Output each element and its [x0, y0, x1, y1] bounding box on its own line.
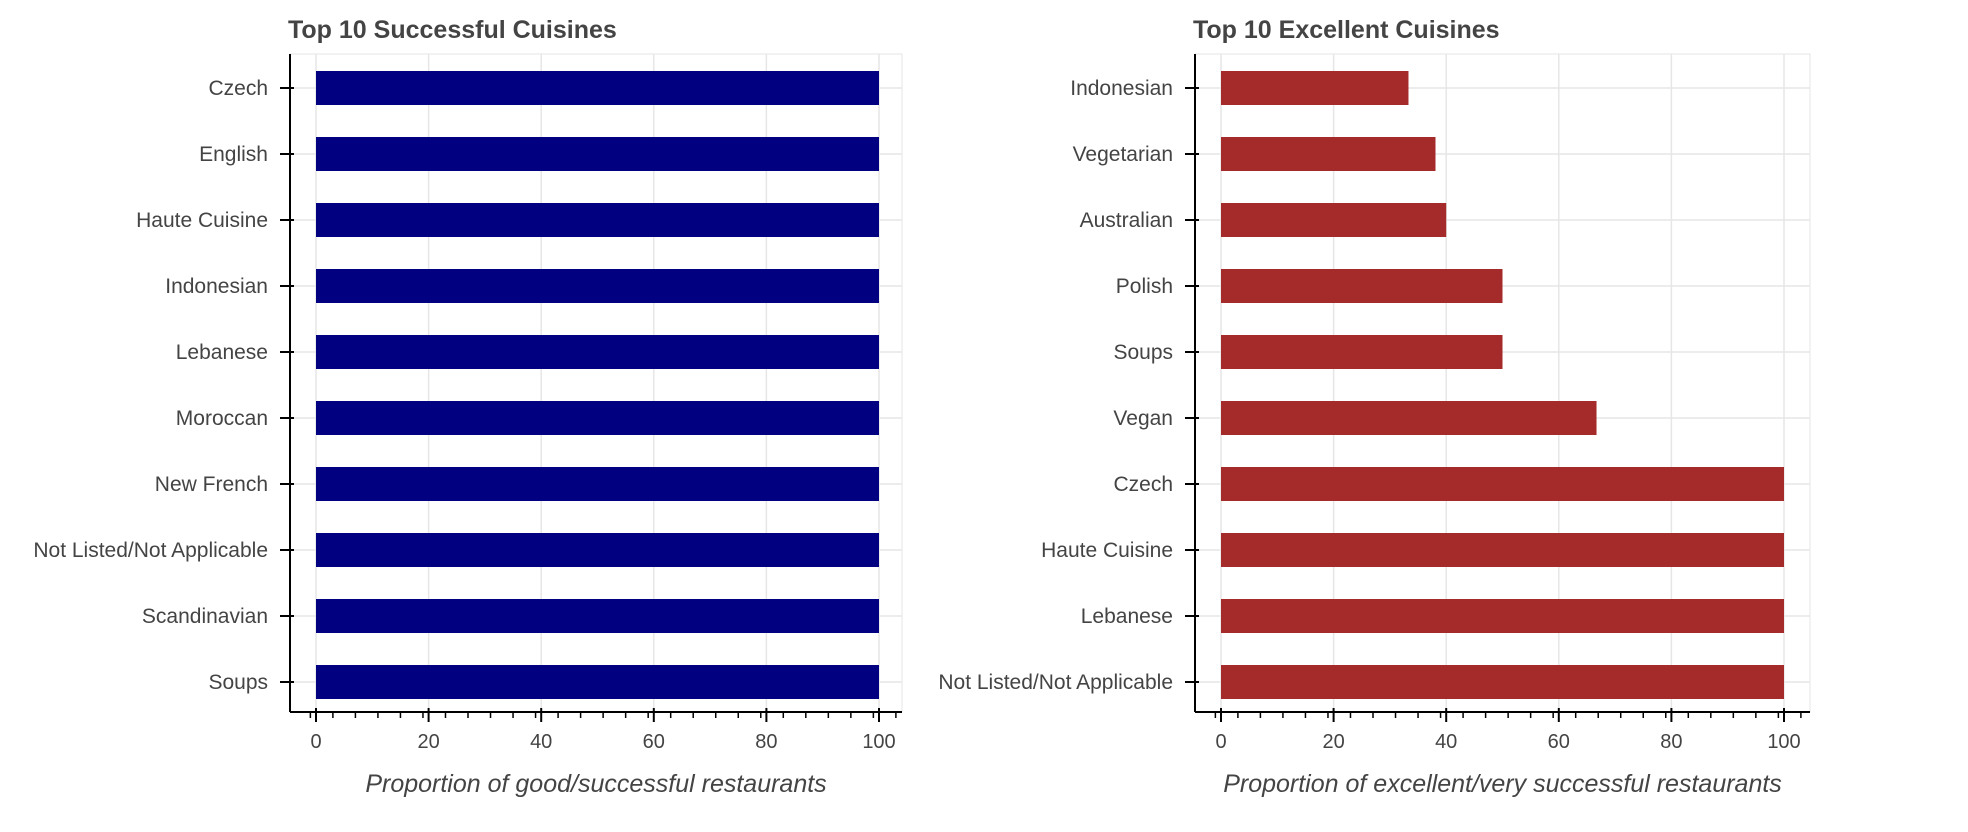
y-tick-label: Polish [1116, 275, 1173, 298]
bar [316, 269, 879, 303]
bar [1221, 203, 1447, 237]
x-tick-label: 60 [1548, 731, 1570, 753]
bar [1221, 401, 1597, 435]
chart-title: Top 10 Successful Cuisines [288, 16, 617, 44]
bar [1221, 533, 1784, 567]
y-tick-label: Moroccan [176, 407, 268, 430]
chart-title: Top 10 Excellent Cuisines [1193, 16, 1500, 44]
bar [1221, 335, 1503, 369]
x-tick-label: 80 [755, 731, 777, 753]
y-tick-label: Indonesian [1070, 77, 1173, 100]
y-tick-label: English [199, 143, 268, 166]
y-tick-label: Vegan [1113, 407, 1173, 430]
y-tick-label: New French [155, 473, 268, 496]
bar [1221, 137, 1436, 171]
x-tick-label: 60 [643, 731, 665, 753]
y-tick-label: Lebanese [176, 341, 268, 364]
bar [316, 599, 879, 633]
y-tick-label: Haute Cuisine [136, 209, 268, 232]
x-tick-label: 20 [1322, 731, 1344, 753]
y-tick-label: Lebanese [1081, 605, 1173, 628]
y-tick-label: Scandinavian [142, 605, 268, 628]
bar [1221, 599, 1784, 633]
x-tick-label: 40 [530, 731, 552, 753]
x-tick-label: 100 [1767, 731, 1800, 753]
y-tick-label: Haute Cuisine [1041, 539, 1173, 562]
x-axis-title: Proportion of good/successful restaurant… [365, 770, 826, 798]
x-tick-label: 100 [862, 731, 895, 753]
y-tick-label: Not Listed/Not Applicable [938, 671, 1173, 694]
bar [1221, 269, 1503, 303]
bar [316, 467, 879, 501]
y-tick-label: Soups [208, 671, 268, 694]
x-tick-label: 40 [1435, 731, 1457, 753]
x-tick-label: 0 [1215, 731, 1226, 753]
y-tick-label: Czech [1113, 473, 1173, 496]
y-tick-label: Indonesian [165, 275, 268, 298]
bar [316, 335, 879, 369]
bar [316, 401, 879, 435]
bar [316, 203, 879, 237]
y-tick-label: Czech [208, 77, 268, 100]
chart-1: Czech English Haute Cuisine Indonesian Leban… [33, 16, 903, 798]
y-tick-label: Australian [1080, 209, 1173, 232]
x-tick-label: 0 [310, 731, 321, 753]
bar [316, 533, 879, 567]
x-tick-label: 80 [1660, 731, 1682, 753]
bar [316, 137, 879, 171]
x-axis-title: Proportion of excellent/very successful … [1223, 770, 1782, 798]
x-tick-label: 20 [417, 731, 439, 753]
y-tick-label: Soups [1113, 341, 1173, 364]
bar [1221, 467, 1784, 501]
bar [1221, 665, 1784, 699]
y-tick-label: Not Listed/Not Applicable [33, 539, 268, 562]
bar [316, 665, 879, 699]
bar [1221, 71, 1409, 105]
chart-2: Indonesian Vegetarian Australian Polish Soup… [938, 16, 1811, 798]
bar [316, 71, 879, 105]
y-tick-label: Vegetarian [1073, 143, 1173, 166]
